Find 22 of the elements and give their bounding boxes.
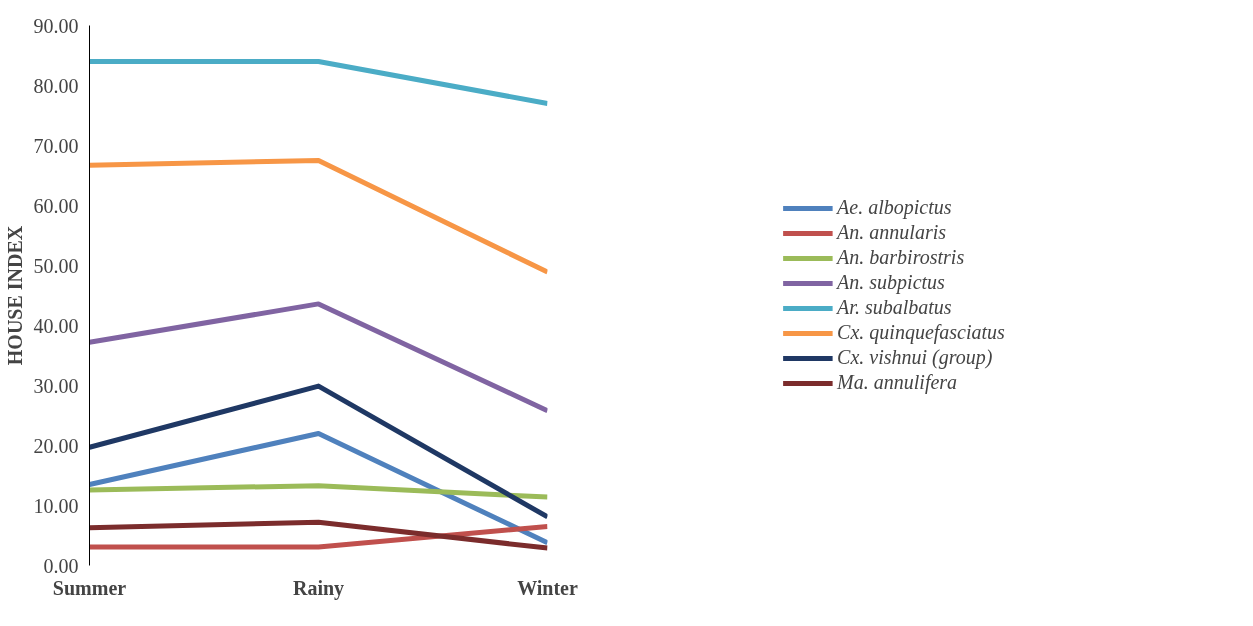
legend-label: Ma. annulifera	[837, 371, 958, 394]
legend-label: An. annularis	[837, 221, 947, 244]
x-tick-label: Summer	[52, 576, 127, 599]
legend-label: Ae. albopictus	[837, 196, 952, 219]
y-tick-label: 20.00	[33, 434, 79, 457]
y-tick-label: 90.00	[33, 14, 79, 37]
legend-label: Ar. subalbatus	[837, 296, 952, 319]
y-tick-label: 0.00	[43, 554, 79, 577]
legend-label: An. subpictus	[837, 271, 945, 294]
y-tick-label: 60.00	[33, 194, 79, 217]
legend-label: Cx. quinquefasciatus	[837, 321, 1005, 344]
y-tick-label: 10.00	[33, 494, 79, 517]
y-tick-label: 40.00	[33, 314, 79, 337]
y-tick-label: 50.00	[33, 254, 79, 277]
legend-label: Cx. vishnui (group)	[837, 346, 993, 369]
y-tick-label: 70.00	[33, 134, 79, 157]
y-axis-title: HOUSE INDEX	[3, 225, 26, 366]
y-tick-label: 80.00	[33, 74, 79, 97]
y-tick-label: 30.00	[33, 374, 79, 397]
x-tick-label: Rainy	[292, 576, 345, 600]
x-tick-label: Winter	[517, 576, 578, 599]
legend-label: An. barbirostris	[837, 246, 965, 269]
